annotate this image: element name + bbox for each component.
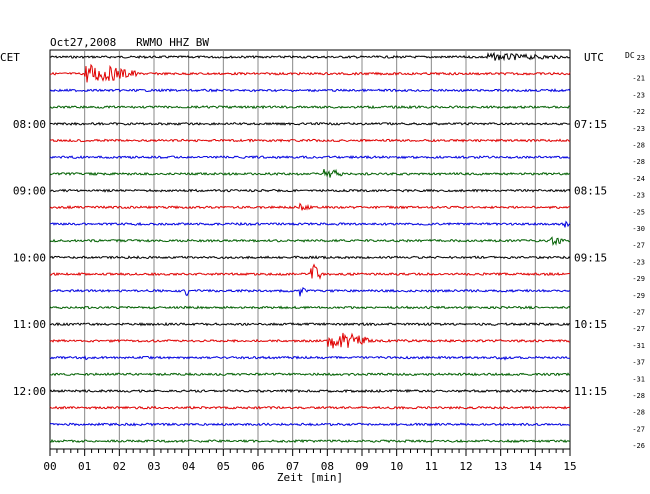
trace-line (49, 263, 570, 280)
trace-line (49, 51, 571, 62)
cet-hour-label: 12:00 (13, 385, 46, 398)
dc-offset-label: -28 (632, 158, 645, 166)
x-axis-label: Zeit [min] (277, 471, 343, 484)
x-tick-label: 03 (147, 460, 160, 473)
minute-gridlines (84, 50, 536, 449)
x-tick-label: 14 (529, 460, 543, 473)
trace-line (49, 121, 571, 126)
dc-offset-label: -24 (632, 175, 645, 183)
utc-hour-label: 08:15 (574, 185, 607, 198)
dc-offset-label: -23 (632, 192, 645, 200)
seismic-traces (49, 51, 571, 444)
dc-offset-label: -29 (632, 275, 645, 283)
trace-line (49, 138, 571, 143)
dc-offset-label: -37 (632, 359, 645, 367)
utc-hour-label: 09:15 (574, 251, 607, 264)
trace-line (49, 104, 571, 110)
x-tick-label: 00 (43, 460, 56, 473)
x-tick-label: 06 (251, 460, 264, 473)
trace-line (49, 88, 571, 93)
cet-hour-label: 11:00 (13, 318, 46, 331)
trace-line (49, 332, 571, 349)
dc-offset-label: -27 (632, 425, 645, 433)
trace-line (49, 405, 571, 410)
chart-title: Oct27,2008 RWMO HHZ BW (50, 36, 209, 49)
utc-hour-label: 07:15 (574, 118, 607, 131)
trace-line (49, 155, 571, 160)
hour-labels: 08:00 09:00 10:00 11:00 12:00 07:15 08:15 09:15… (13, 118, 607, 398)
dc-offset-label: -25 (632, 208, 645, 216)
dc-offset-label: -23 (632, 125, 645, 133)
dc-offset-label: -27 (632, 242, 645, 250)
x-tick-label: 05 (217, 460, 230, 473)
x-tick-label: 07 (286, 460, 299, 473)
dc-offset-label: 23 (637, 54, 645, 62)
dc-offset-label: -23 (632, 91, 645, 99)
dc-offset-label: -27 (632, 325, 645, 333)
cet-hour-label: 09:00 (13, 185, 46, 198)
trace-line (49, 438, 571, 444)
dc-offset-label: -21 (632, 75, 645, 83)
utc-axis-title: UTC (584, 51, 604, 64)
x-tick-label: 09 (355, 460, 368, 473)
trace-line (49, 422, 571, 427)
x-tick-label: 12 (459, 460, 472, 473)
cet-hour-label: 08:00 (13, 118, 46, 131)
dc-offset-label: -31 (632, 375, 645, 383)
plot-frame (49, 49, 571, 450)
trace-line (49, 355, 571, 361)
trace-line (49, 255, 571, 260)
dc-offset-label: -26 (632, 442, 645, 450)
dc-header: DC (625, 51, 635, 60)
trace-line (49, 372, 571, 377)
x-tick-label: 02 (113, 460, 126, 473)
trace-line (49, 287, 571, 297)
dc-offset-label: -30 (632, 225, 645, 233)
trace-line (49, 220, 571, 228)
dc-offset-label: -28 (632, 142, 645, 150)
x-tick-label: 08 (321, 460, 334, 473)
x-axis: 00 01 02 03 04 05 06 07 08 09 10 11 12 13 14 15 (43, 449, 577, 473)
cet-axis-title: CET (0, 51, 20, 64)
trace-line (49, 321, 571, 327)
x-tick-label: 15 (563, 460, 576, 473)
x-tick-label: 10 (390, 460, 403, 473)
trace-line (49, 202, 570, 211)
trace-line (50, 188, 571, 193)
cet-hour-label: 10:00 (13, 251, 46, 264)
x-tick-label: 11 (425, 460, 438, 473)
dc-offset-label: -23 (632, 258, 645, 266)
trace-line (49, 236, 571, 246)
dc-offset-label: -22 (632, 108, 645, 116)
utc-hour-label: 11:15 (574, 385, 607, 398)
trace-line (49, 388, 571, 394)
trace-line (49, 63, 571, 83)
trace-line (49, 168, 570, 178)
x-tick-label: 04 (182, 460, 196, 473)
trace-line (49, 305, 571, 310)
dc-offset-label: -29 (632, 292, 645, 300)
utc-hour-label: 10:15 (574, 318, 607, 331)
dc-offset-label: -31 (632, 342, 645, 350)
dc-offset-labels: 23 -21 -23 -22 -23 -28 -28 -24 -23 -25 -30 -27 -23 -2… (632, 54, 645, 450)
x-tick-label: 13 (494, 460, 507, 473)
dc-offset-label: -28 (632, 392, 645, 400)
dc-offset-label: -27 (632, 309, 645, 317)
dc-offset-label: -28 (632, 409, 645, 417)
x-tick-label: 01 (78, 460, 91, 473)
